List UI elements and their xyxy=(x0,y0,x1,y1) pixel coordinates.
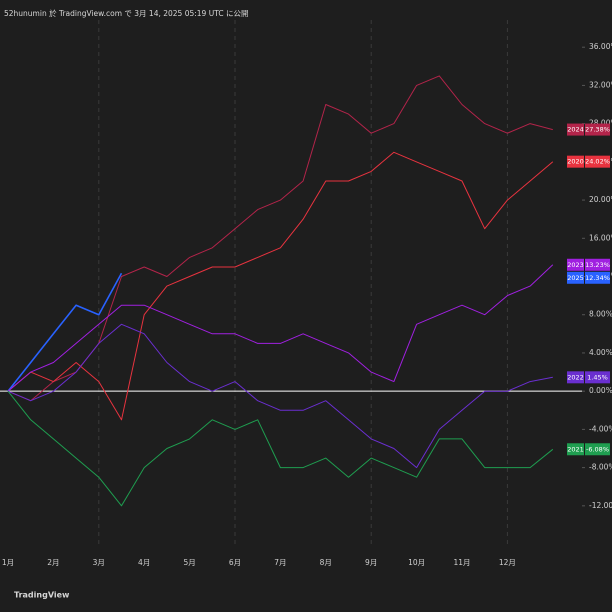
value-label-box xyxy=(585,155,610,168)
series-line xyxy=(7,272,123,392)
y-tick-label: 4.00% xyxy=(589,348,612,357)
legend-name: 2020 xyxy=(567,158,584,166)
y-tick-label: 28.00% xyxy=(589,119,612,128)
value-label: 12.34% xyxy=(585,274,610,282)
x-tick-label: 9月 xyxy=(365,558,377,567)
y-tick-label: -12.00% xyxy=(589,501,612,510)
series-line xyxy=(7,390,554,507)
y-tick-label: -8.00% xyxy=(589,463,612,472)
x-tick-label: 6月 xyxy=(229,558,241,567)
value-label: 1.45% xyxy=(587,373,608,381)
x-tick-label: 2月 xyxy=(47,558,59,567)
legend-name: 2025 xyxy=(567,274,584,282)
legend-name: 2024 xyxy=(567,126,584,134)
x-tick-label: 7月 xyxy=(274,558,286,567)
y-tick-label: 32.00% xyxy=(589,80,612,89)
series-line xyxy=(7,264,554,392)
series-line xyxy=(7,323,553,469)
series-line xyxy=(7,151,554,421)
legend-name-box xyxy=(567,123,584,136)
x-tick-label: 8月 xyxy=(320,558,332,567)
y-tick-label: 36.00% xyxy=(589,42,612,51)
value-label-box xyxy=(585,123,610,136)
watermark: TradingView xyxy=(14,591,70,600)
y-tick-label: 0.00% xyxy=(589,386,612,395)
y-tick-label: 20.00% xyxy=(589,195,612,204)
value-label-box xyxy=(585,258,610,271)
value-label: 27.38% xyxy=(585,126,610,134)
x-tick-label: 11月 xyxy=(453,558,470,567)
legend-name: 2022 xyxy=(567,373,584,381)
legend-name-box xyxy=(567,443,584,456)
legend-name: 2021 xyxy=(567,445,584,453)
legend-name-box xyxy=(567,258,584,271)
y-tick-label: 16.00% xyxy=(589,233,612,242)
x-tick-label: 10月 xyxy=(408,558,425,567)
value-label-box xyxy=(585,371,610,384)
x-tick-label: 4月 xyxy=(138,558,150,567)
legend-name: 2023 xyxy=(567,261,584,269)
y-tick-label: -4.00% xyxy=(589,424,612,433)
legend-name-box xyxy=(567,371,584,384)
chart-title: 52hunumin 於 TradingView.com で 3月 14, 202… xyxy=(4,8,248,18)
legend-name-box xyxy=(567,271,584,284)
x-tick-label: 3月 xyxy=(93,558,105,567)
value-label: -6.08% xyxy=(586,445,609,453)
y-tick-label: 8.00% xyxy=(589,310,612,319)
legend-name-box xyxy=(567,155,584,168)
value-label: 13.23% xyxy=(585,261,610,269)
x-tick-label: 1月 xyxy=(2,558,14,567)
value-label-box xyxy=(585,443,610,456)
value-label-box xyxy=(585,271,610,284)
value-label: 24.02% xyxy=(585,158,610,166)
x-tick-label: 5月 xyxy=(183,558,195,567)
x-tick-label: 12月 xyxy=(499,558,516,567)
